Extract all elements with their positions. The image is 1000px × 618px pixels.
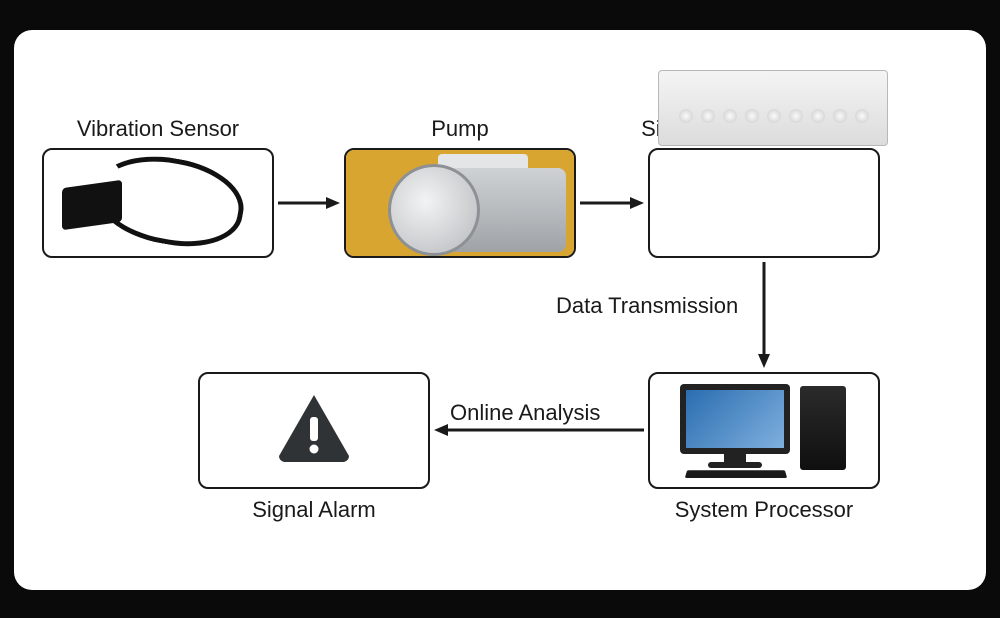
- edge-label-data-transmission: Data Transmission: [556, 293, 738, 319]
- arrows-layer: [0, 0, 1000, 618]
- edge-label-online-analysis: Online Analysis: [450, 400, 600, 426]
